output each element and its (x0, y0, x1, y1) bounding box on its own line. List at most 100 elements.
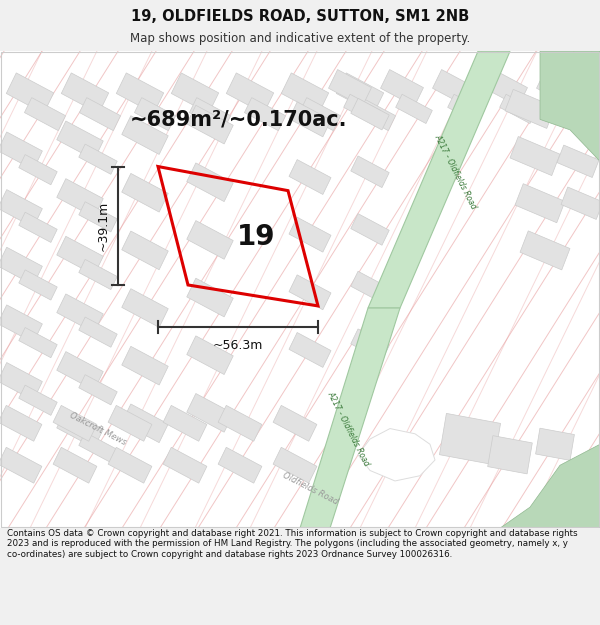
Polygon shape (0, 189, 43, 228)
Polygon shape (79, 317, 117, 348)
Polygon shape (289, 275, 331, 310)
Polygon shape (351, 329, 389, 361)
Polygon shape (122, 231, 168, 270)
Polygon shape (289, 102, 331, 137)
Polygon shape (515, 184, 565, 222)
Polygon shape (134, 98, 176, 131)
Polygon shape (395, 94, 433, 124)
Polygon shape (351, 156, 389, 188)
Polygon shape (0, 248, 43, 285)
Polygon shape (79, 202, 117, 232)
Polygon shape (505, 89, 555, 128)
Polygon shape (355, 98, 395, 131)
Polygon shape (553, 103, 595, 136)
Polygon shape (79, 259, 117, 289)
Polygon shape (289, 332, 331, 367)
Polygon shape (79, 98, 121, 131)
Polygon shape (0, 362, 43, 400)
Polygon shape (536, 69, 580, 106)
Text: 19, OLDFIELDS ROAD, SUTTON, SM1 2NB: 19, OLDFIELDS ROAD, SUTTON, SM1 2NB (131, 9, 469, 24)
Polygon shape (0, 448, 42, 483)
Text: 19: 19 (237, 223, 275, 251)
Polygon shape (19, 385, 57, 416)
Polygon shape (500, 94, 536, 124)
Text: Contains OS data © Crown copyright and database right 2021. This information is : Contains OS data © Crown copyright and d… (7, 529, 578, 559)
Text: ~56.3m: ~56.3m (213, 339, 263, 352)
Polygon shape (79, 374, 117, 405)
Polygon shape (163, 406, 207, 441)
Polygon shape (57, 352, 103, 390)
Polygon shape (163, 448, 207, 483)
Polygon shape (273, 406, 317, 441)
Polygon shape (122, 404, 168, 442)
Polygon shape (488, 436, 532, 474)
Polygon shape (53, 448, 97, 483)
Polygon shape (122, 173, 168, 212)
Polygon shape (281, 73, 329, 114)
Polygon shape (351, 98, 389, 130)
Polygon shape (300, 308, 400, 528)
Polygon shape (187, 163, 233, 202)
Polygon shape (187, 336, 233, 374)
Polygon shape (218, 406, 262, 441)
Polygon shape (289, 159, 331, 194)
Text: Oldfields Road: Oldfields Road (281, 471, 339, 506)
Text: A217 - Oldfields Road: A217 - Oldfields Road (325, 390, 371, 468)
Polygon shape (368, 51, 510, 308)
Polygon shape (187, 105, 233, 144)
Polygon shape (0, 51, 600, 528)
Polygon shape (358, 429, 435, 481)
Polygon shape (351, 214, 389, 245)
Polygon shape (61, 73, 109, 114)
Polygon shape (187, 394, 233, 432)
Polygon shape (57, 294, 103, 333)
Polygon shape (351, 271, 389, 303)
Polygon shape (540, 51, 600, 161)
Polygon shape (551, 94, 589, 124)
Text: Oakcroft Mews: Oakcroft Mews (68, 411, 128, 447)
Polygon shape (79, 432, 117, 462)
Polygon shape (329, 69, 371, 106)
Polygon shape (19, 213, 57, 243)
Polygon shape (53, 406, 97, 441)
Polygon shape (0, 305, 43, 343)
Polygon shape (108, 406, 152, 441)
Polygon shape (439, 413, 500, 464)
Polygon shape (171, 73, 219, 114)
Polygon shape (25, 98, 65, 131)
Polygon shape (336, 73, 384, 114)
Polygon shape (299, 98, 341, 131)
Polygon shape (557, 145, 599, 177)
Polygon shape (218, 448, 262, 483)
Polygon shape (187, 221, 233, 259)
Polygon shape (19, 270, 57, 300)
Polygon shape (57, 409, 103, 448)
Polygon shape (380, 69, 424, 106)
Polygon shape (485, 69, 527, 106)
Polygon shape (536, 428, 574, 461)
Polygon shape (19, 154, 57, 185)
Polygon shape (520, 231, 570, 270)
Polygon shape (244, 98, 286, 131)
Polygon shape (273, 448, 317, 483)
Polygon shape (57, 179, 103, 217)
Polygon shape (108, 448, 152, 483)
Polygon shape (116, 73, 164, 114)
Polygon shape (122, 116, 168, 154)
Polygon shape (448, 94, 484, 124)
Polygon shape (0, 132, 43, 169)
Polygon shape (19, 328, 57, 357)
Polygon shape (0, 406, 42, 441)
Polygon shape (561, 187, 600, 219)
Polygon shape (500, 444, 600, 528)
Polygon shape (57, 121, 103, 159)
Polygon shape (187, 278, 233, 317)
Polygon shape (549, 61, 591, 94)
Polygon shape (289, 217, 331, 252)
Polygon shape (433, 69, 475, 106)
Polygon shape (190, 98, 230, 131)
Polygon shape (57, 236, 103, 275)
Polygon shape (344, 94, 380, 124)
Polygon shape (510, 136, 560, 176)
Polygon shape (122, 346, 168, 385)
